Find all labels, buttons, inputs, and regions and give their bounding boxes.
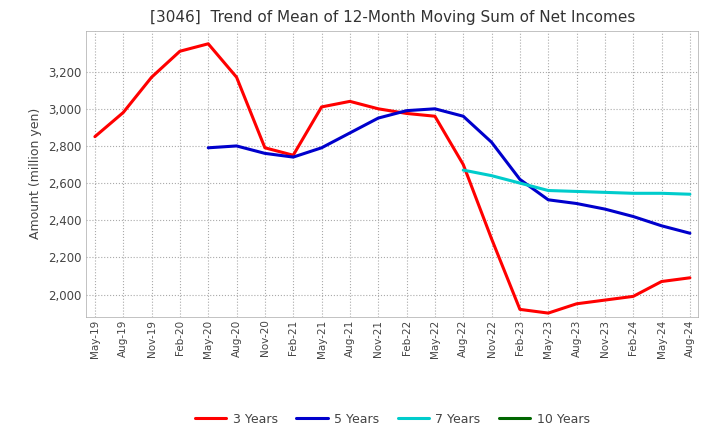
3 Years: [402, 111, 411, 116]
3 Years: [374, 106, 382, 111]
3 Years: [91, 134, 99, 139]
5 Years: [431, 106, 439, 111]
5 Years: [289, 154, 297, 160]
5 Years: [657, 223, 666, 228]
3 Years: [176, 48, 184, 54]
3 Years: [233, 75, 241, 80]
Line: 5 Years: 5 Years: [208, 109, 690, 233]
3 Years: [487, 236, 496, 242]
3 Years: [261, 145, 269, 150]
3 Years: [600, 297, 609, 303]
3 Years: [572, 301, 581, 306]
5 Years: [685, 231, 694, 236]
5 Years: [204, 145, 212, 150]
3 Years: [629, 294, 637, 299]
5 Years: [233, 143, 241, 149]
3 Years: [289, 153, 297, 158]
3 Years: [318, 104, 326, 110]
3 Years: [204, 41, 212, 47]
7 Years: [600, 190, 609, 195]
3 Years: [657, 279, 666, 284]
7 Years: [572, 189, 581, 194]
5 Years: [374, 115, 382, 121]
Legend: 3 Years, 5 Years, 7 Years, 10 Years: 3 Years, 5 Years, 7 Years, 10 Years: [190, 408, 595, 431]
7 Years: [685, 191, 694, 197]
5 Years: [516, 177, 524, 182]
3 Years: [685, 275, 694, 280]
5 Years: [346, 130, 354, 136]
3 Years: [148, 75, 156, 80]
3 Years: [516, 307, 524, 312]
3 Years: [119, 110, 127, 115]
5 Years: [402, 108, 411, 113]
5 Years: [459, 114, 467, 119]
Line: 3 Years: 3 Years: [95, 44, 690, 313]
5 Years: [318, 145, 326, 150]
5 Years: [261, 151, 269, 156]
3 Years: [431, 114, 439, 119]
Line: 7 Years: 7 Years: [463, 170, 690, 194]
3 Years: [346, 99, 354, 104]
7 Years: [487, 173, 496, 178]
3 Years: [544, 311, 552, 316]
5 Years: [544, 197, 552, 202]
5 Years: [487, 139, 496, 145]
Y-axis label: Amount (million yen): Amount (million yen): [30, 108, 42, 239]
7 Years: [516, 180, 524, 186]
7 Years: [459, 168, 467, 173]
5 Years: [629, 214, 637, 219]
3 Years: [459, 162, 467, 167]
7 Years: [657, 191, 666, 196]
5 Years: [600, 206, 609, 212]
7 Years: [629, 191, 637, 196]
5 Years: [572, 201, 581, 206]
7 Years: [544, 188, 552, 193]
Title: [3046]  Trend of Mean of 12-Month Moving Sum of Net Incomes: [3046] Trend of Mean of 12-Month Moving …: [150, 11, 635, 26]
